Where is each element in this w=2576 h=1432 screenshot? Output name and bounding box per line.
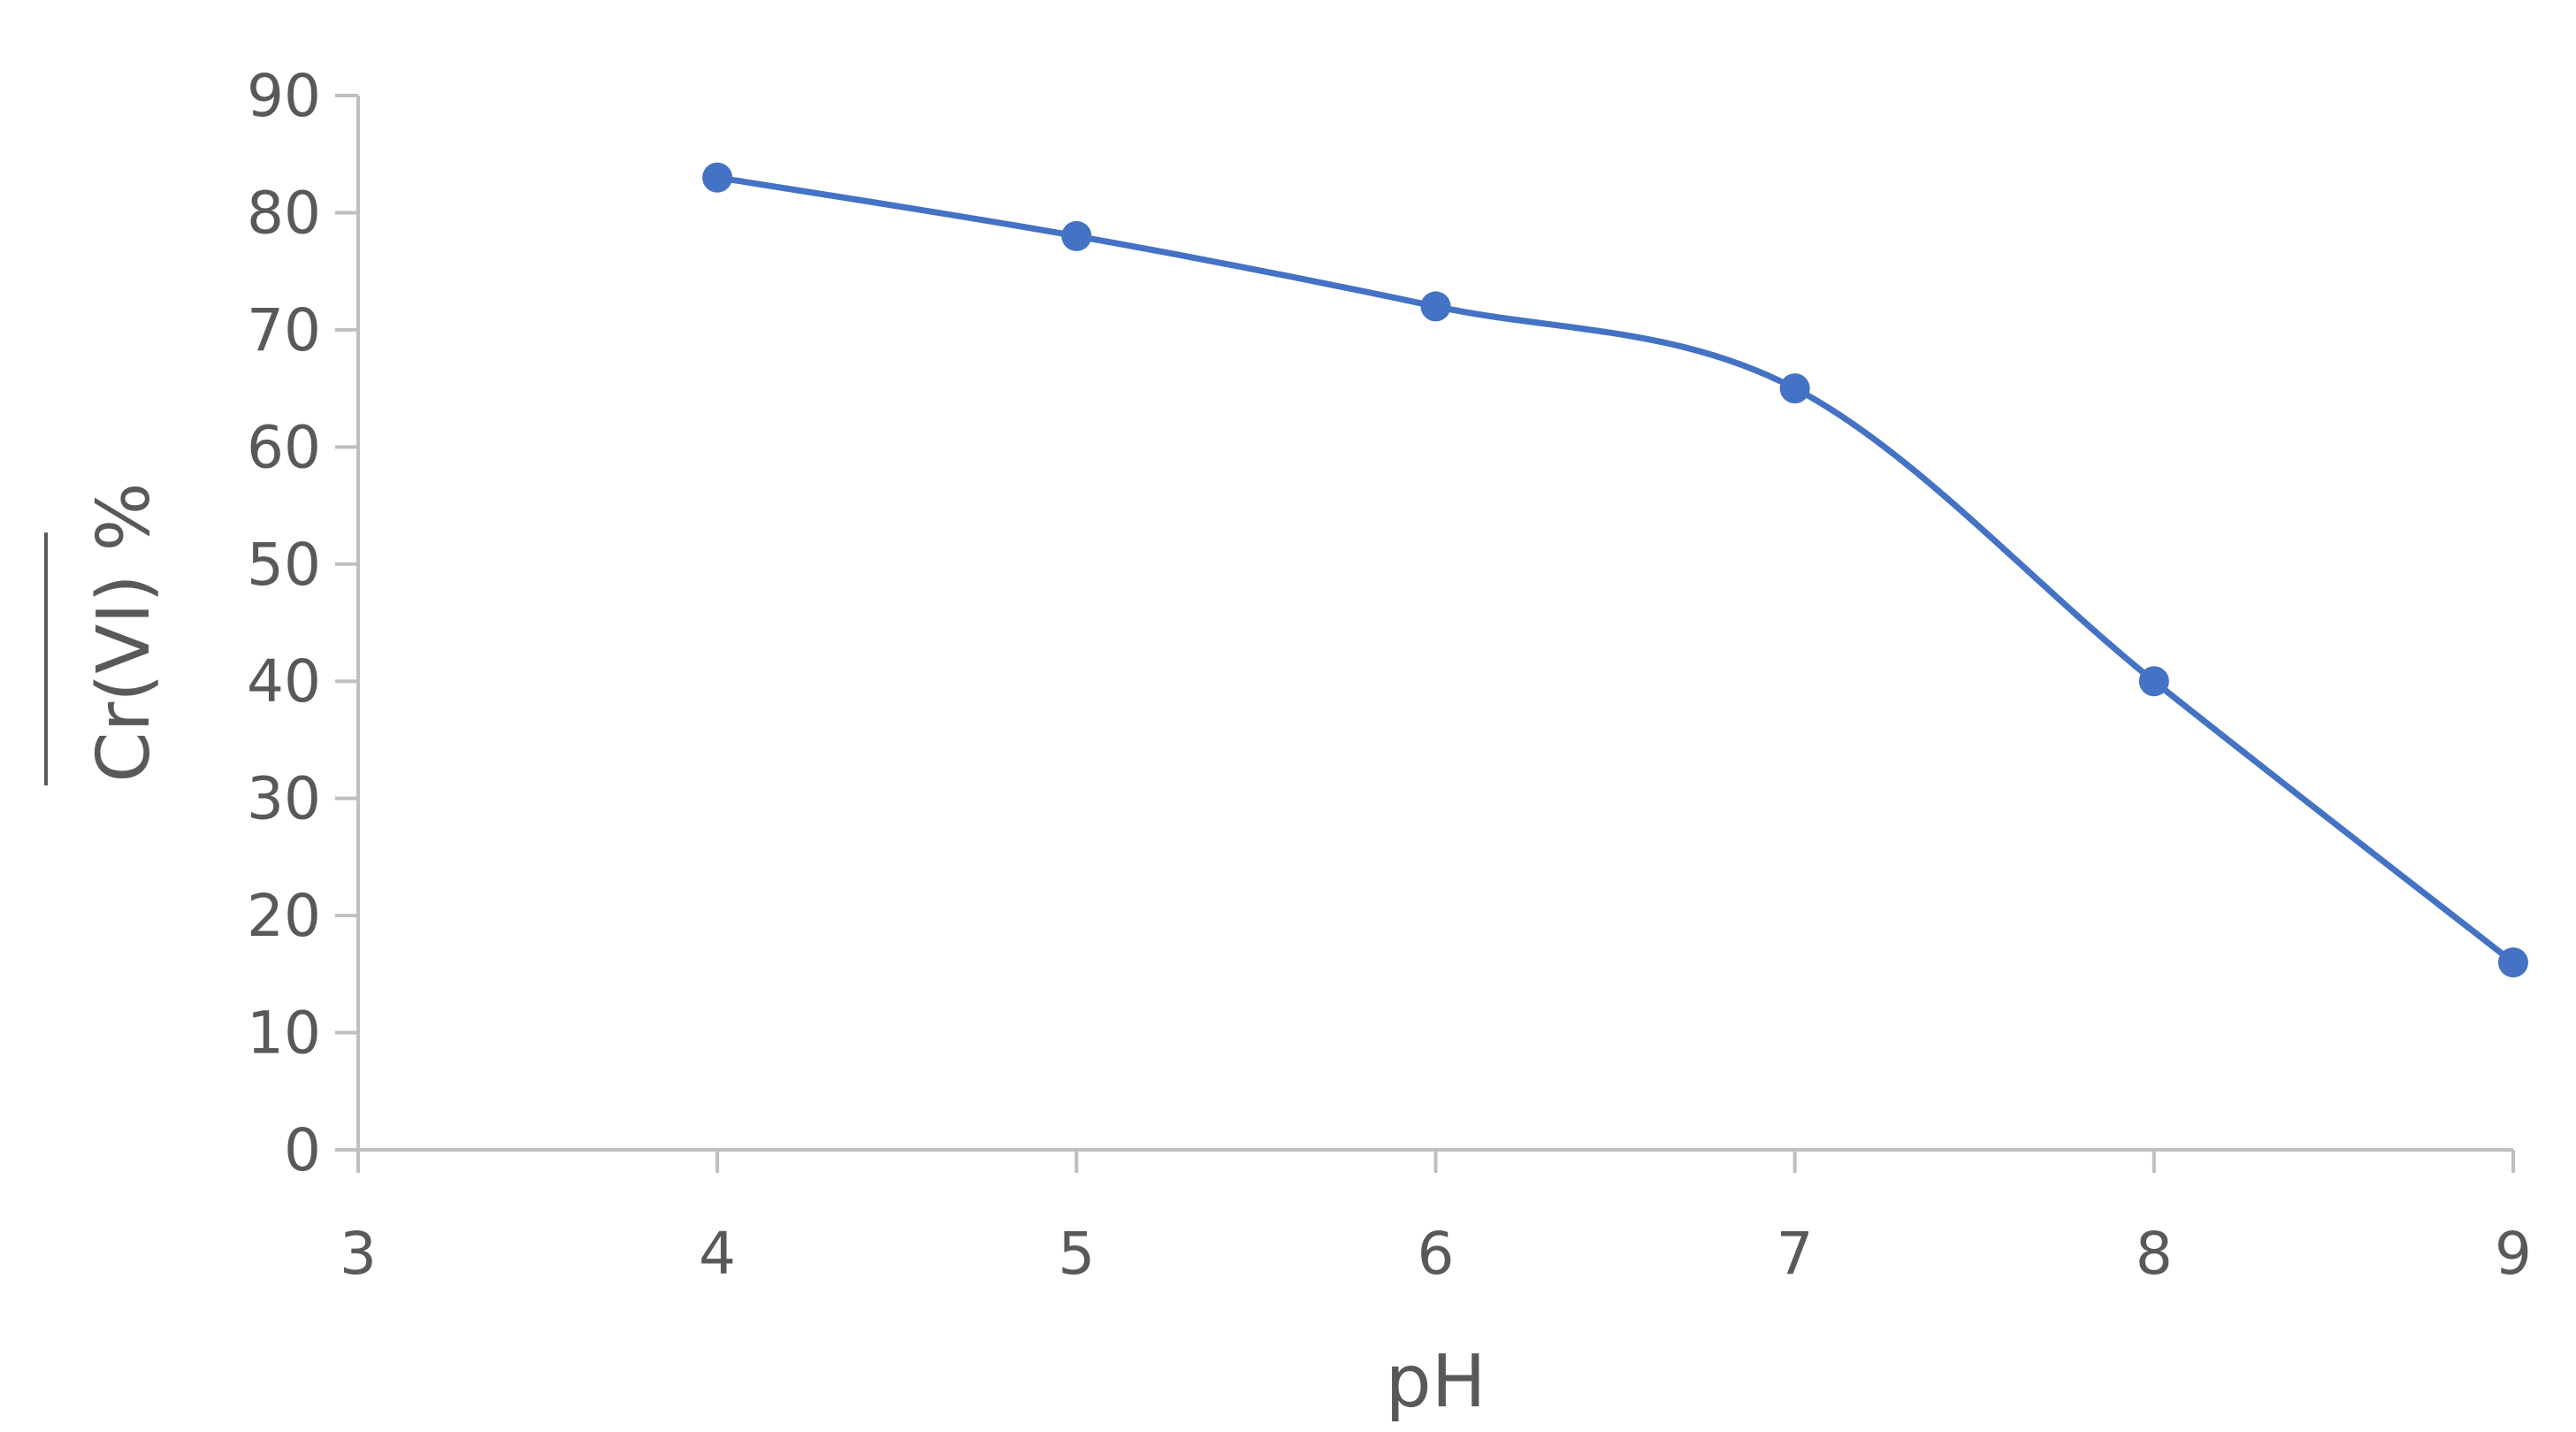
- y-tick-label: 90: [247, 62, 321, 130]
- y-tick-label: 70: [247, 296, 321, 364]
- y-tick-label: 60: [247, 413, 321, 481]
- y-axis-title-group: Cr(VI) %: [44, 482, 166, 785]
- y-tick-label: 30: [247, 765, 321, 833]
- data-point: [1061, 220, 1092, 251]
- x-axis: 3 4 5 6 7 8 9: [340, 1148, 2532, 1288]
- axis-titles: pH Cr(VI) %: [44, 482, 1487, 1424]
- y-tick-label: 20: [247, 882, 321, 950]
- y-axis-title: Cr(VI) %: [82, 482, 166, 782]
- data-point: [1779, 373, 1810, 404]
- x-tick-label: 5: [1058, 1220, 1095, 1288]
- x-tick-label: 3: [340, 1220, 377, 1288]
- x-tick-label: 8: [2136, 1220, 2173, 1288]
- x-tick-label: 6: [1418, 1220, 1455, 1288]
- y-tick-label: 10: [247, 999, 321, 1068]
- data-point: [2138, 666, 2169, 697]
- data-point: [702, 162, 733, 193]
- y-tick-label: 80: [247, 179, 321, 247]
- data-series: [702, 162, 2528, 978]
- y-tick-label: 40: [247, 647, 321, 716]
- series-line: [714, 174, 2517, 966]
- data-point: [1420, 291, 1451, 322]
- y-tick-label: 0: [284, 1116, 321, 1184]
- y-axis: 0 10 20 30 40 50 60 70 80 90: [247, 62, 360, 1184]
- data-point: [2498, 947, 2528, 978]
- y-tick-label: 50: [247, 531, 321, 599]
- x-axis-title: pH: [1386, 1340, 1487, 1424]
- x-tick-label: 9: [2495, 1220, 2532, 1288]
- x-tick-label: 4: [699, 1220, 736, 1288]
- x-tick-label: 7: [1777, 1220, 1814, 1288]
